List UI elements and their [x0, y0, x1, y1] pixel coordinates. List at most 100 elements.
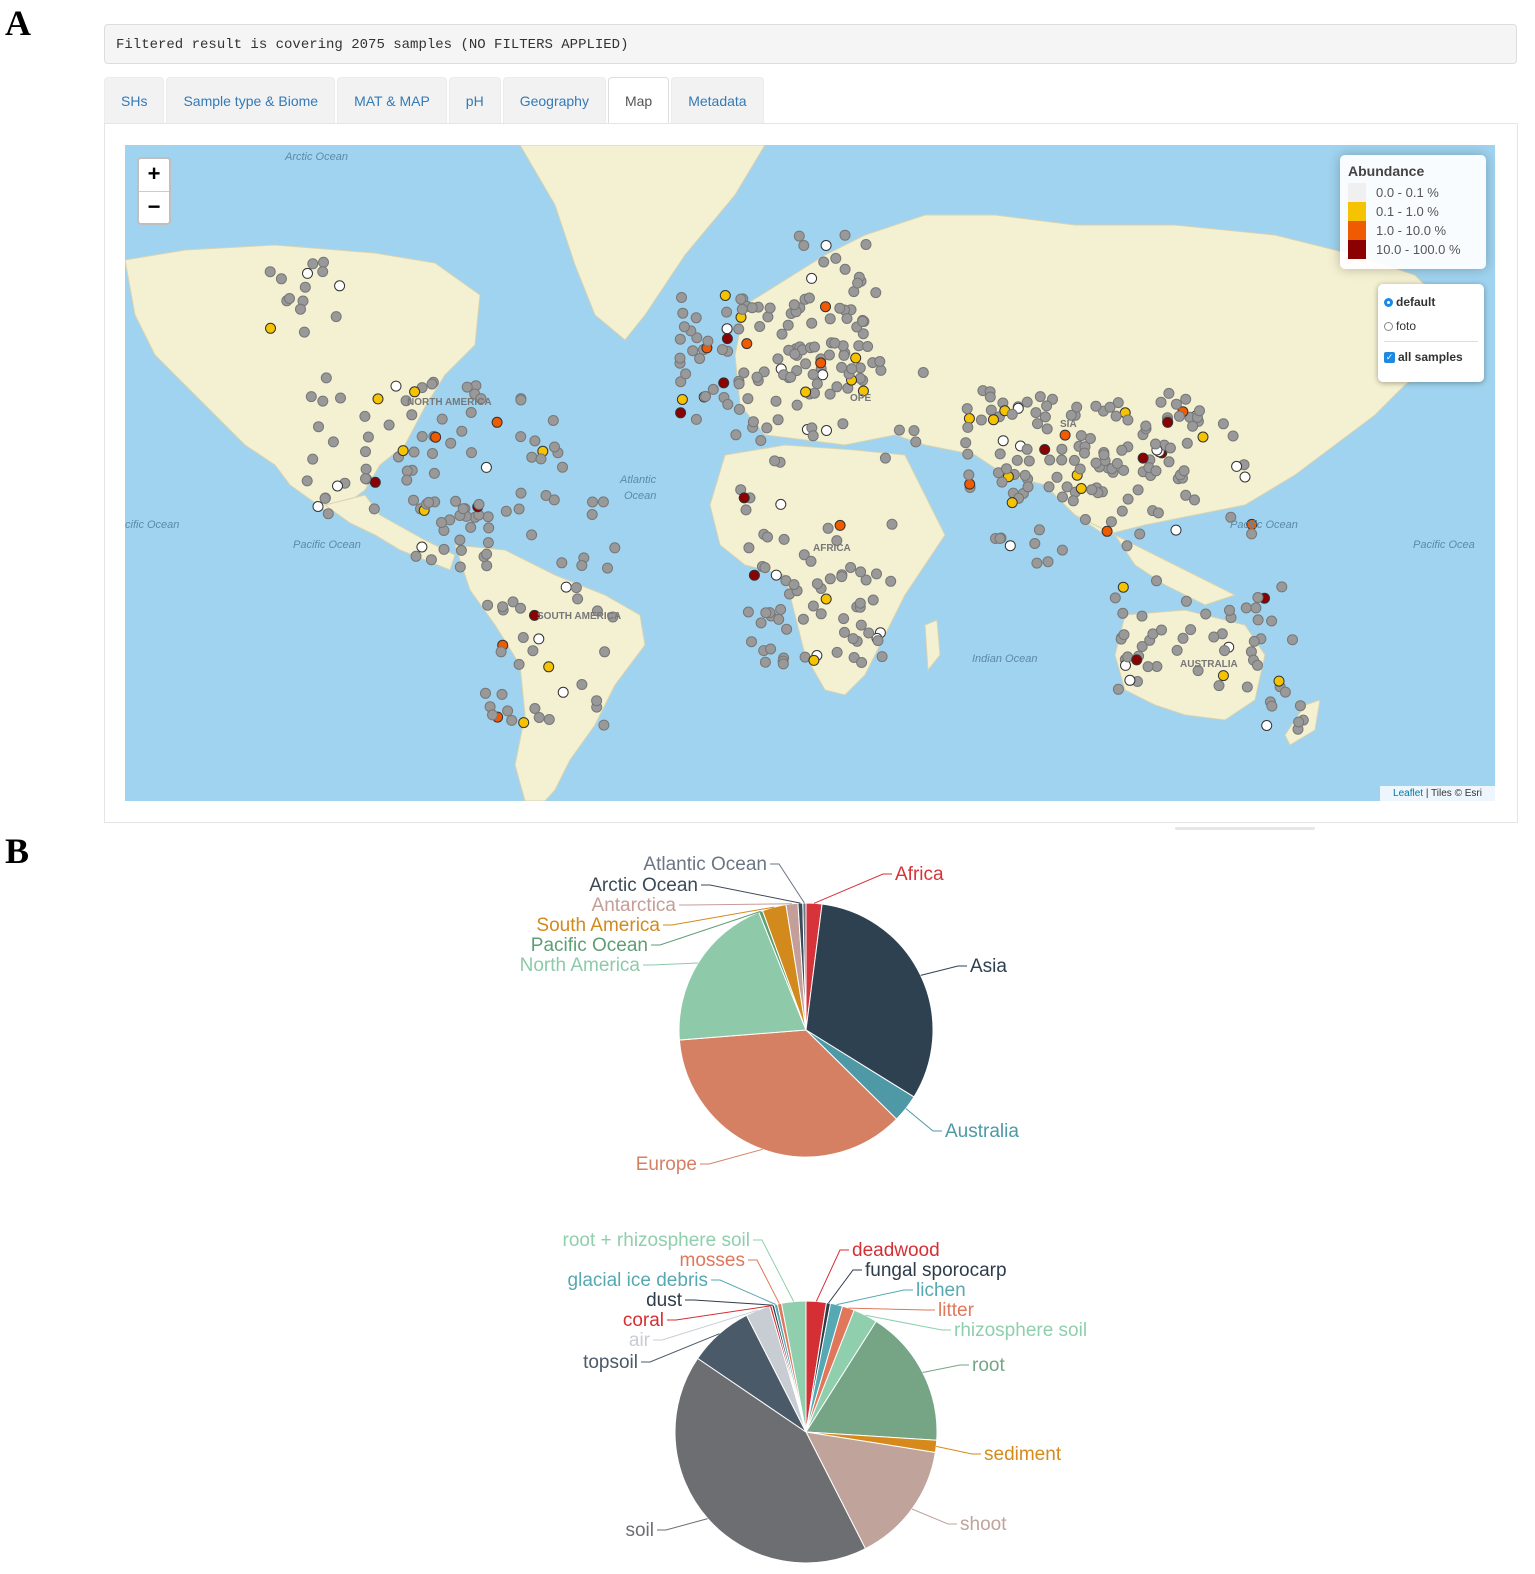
sample-marker[interactable]: [1117, 607, 1129, 619]
sample-marker[interactable]: [1152, 507, 1164, 519]
sample-marker[interactable]: [513, 658, 525, 670]
sample-marker[interactable]: [676, 394, 688, 405]
sample-marker[interactable]: [322, 508, 334, 520]
sample-marker[interactable]: [465, 521, 477, 533]
sample-marker[interactable]: [1090, 400, 1102, 412]
sample-marker[interactable]: [863, 627, 875, 639]
sample-marker[interactable]: [491, 416, 503, 428]
sample-marker[interactable]: [1033, 524, 1045, 536]
sample-marker[interactable]: [1180, 393, 1192, 405]
sample-marker[interactable]: [416, 541, 428, 553]
sample-marker[interactable]: [1086, 484, 1098, 496]
sample-marker[interactable]: [1137, 452, 1149, 464]
sample-marker[interactable]: [700, 390, 711, 402]
sample-marker[interactable]: [1021, 396, 1033, 408]
sample-marker[interactable]: [1059, 429, 1071, 441]
sample-marker[interactable]: [1252, 659, 1263, 671]
sample-marker[interactable]: [829, 337, 841, 349]
sample-marker[interactable]: [839, 229, 851, 241]
sample-marker[interactable]: [1194, 405, 1205, 417]
sample-markers[interactable]: [264, 229, 1309, 735]
sample-marker[interactable]: [687, 345, 699, 357]
sample-marker[interactable]: [457, 503, 469, 515]
tab-metadata[interactable]: Metadata: [671, 77, 764, 123]
sample-marker[interactable]: [1023, 455, 1035, 467]
sample-marker[interactable]: [1112, 683, 1124, 695]
radio-selected-icon[interactable]: [1384, 297, 1393, 307]
sample-marker[interactable]: [821, 425, 832, 436]
sample-marker[interactable]: [1164, 442, 1176, 454]
sample-marker[interactable]: [691, 332, 703, 344]
zoom-in-button[interactable]: +: [147, 161, 161, 186]
pie-slice-shoot[interactable]: [805, 1431, 936, 1550]
sample-marker[interactable]: [547, 415, 559, 426]
sample-marker[interactable]: [761, 422, 773, 434]
sample-marker[interactable]: [543, 661, 555, 673]
sample-marker[interactable]: [718, 377, 730, 389]
sample-marker[interactable]: [738, 492, 750, 504]
sample-marker[interactable]: [515, 431, 527, 443]
sample-marker[interactable]: [416, 431, 428, 442]
sample-marker[interactable]: [834, 519, 846, 531]
sample-marker[interactable]: [1075, 430, 1087, 442]
sample-marker[interactable]: [401, 474, 413, 486]
sample-marker[interactable]: [1044, 454, 1056, 466]
sample-marker[interactable]: [1241, 681, 1253, 693]
sample-marker[interactable]: [1213, 680, 1225, 692]
sample-marker[interactable]: [1056, 544, 1068, 556]
sample-marker[interactable]: [675, 407, 687, 419]
pie-slice-atlantic-ocean[interactable]: [802, 902, 807, 1031]
sample-marker[interactable]: [751, 371, 763, 383]
sample-marker[interactable]: [1116, 444, 1128, 456]
sample-marker[interactable]: [879, 452, 891, 464]
sample-marker[interactable]: [782, 319, 794, 331]
sample-marker[interactable]: [765, 643, 777, 655]
sample-marker[interactable]: [307, 453, 319, 465]
sample-marker[interactable]: [962, 448, 974, 460]
sample-marker[interactable]: [1279, 686, 1291, 698]
sample-marker[interactable]: [526, 529, 538, 541]
sample-marker[interactable]: [870, 287, 882, 299]
sample-marker[interactable]: [962, 421, 974, 433]
sample-marker[interactable]: [735, 293, 747, 305]
sample-marker[interactable]: [390, 380, 402, 392]
sample-marker[interactable]: [1294, 700, 1306, 712]
sample-marker[interactable]: [264, 266, 276, 278]
sample-marker[interactable]: [1185, 624, 1197, 636]
sample-marker[interactable]: [855, 566, 867, 578]
sample-marker[interactable]: [800, 358, 812, 370]
sample-marker[interactable]: [791, 399, 803, 411]
tab-shs[interactable]: SHs: [104, 77, 165, 123]
sample-marker[interactable]: [831, 381, 843, 393]
sample-marker[interactable]: [807, 369, 819, 380]
sample-marker[interactable]: [747, 416, 759, 428]
sample-marker[interactable]: [1039, 411, 1051, 423]
sample-marker[interactable]: [806, 317, 818, 329]
sample-marker[interactable]: [359, 410, 371, 422]
sample-marker[interactable]: [1001, 463, 1012, 475]
sample-marker[interactable]: [591, 695, 603, 707]
sample-marker[interactable]: [1178, 465, 1190, 477]
sample-marker[interactable]: [298, 326, 310, 338]
sample-marker[interactable]: [857, 328, 869, 340]
sample-marker[interactable]: [1061, 481, 1073, 493]
sample-marker[interactable]: [320, 372, 332, 384]
sample-marker[interactable]: [822, 522, 834, 534]
sample-marker[interactable]: [1131, 654, 1143, 666]
sample-marker[interactable]: [769, 455, 781, 467]
sample-marker[interactable]: [847, 633, 859, 645]
sample-marker[interactable]: [818, 256, 830, 268]
sample-marker[interactable]: [836, 361, 848, 373]
sample-marker[interactable]: [529, 609, 540, 621]
sample-marker[interactable]: [778, 533, 790, 545]
sample-marker[interactable]: [482, 537, 494, 549]
sample-marker[interactable]: [425, 554, 437, 566]
sample-marker[interactable]: [430, 431, 442, 443]
sample-marker[interactable]: [1118, 629, 1130, 641]
sample-marker[interactable]: [702, 335, 714, 347]
sample-marker[interactable]: [860, 574, 872, 586]
sample-marker[interactable]: [529, 703, 541, 714]
sample-marker[interactable]: [465, 407, 477, 418]
sample-marker[interactable]: [759, 656, 771, 668]
sample-marker[interactable]: [1276, 581, 1288, 593]
